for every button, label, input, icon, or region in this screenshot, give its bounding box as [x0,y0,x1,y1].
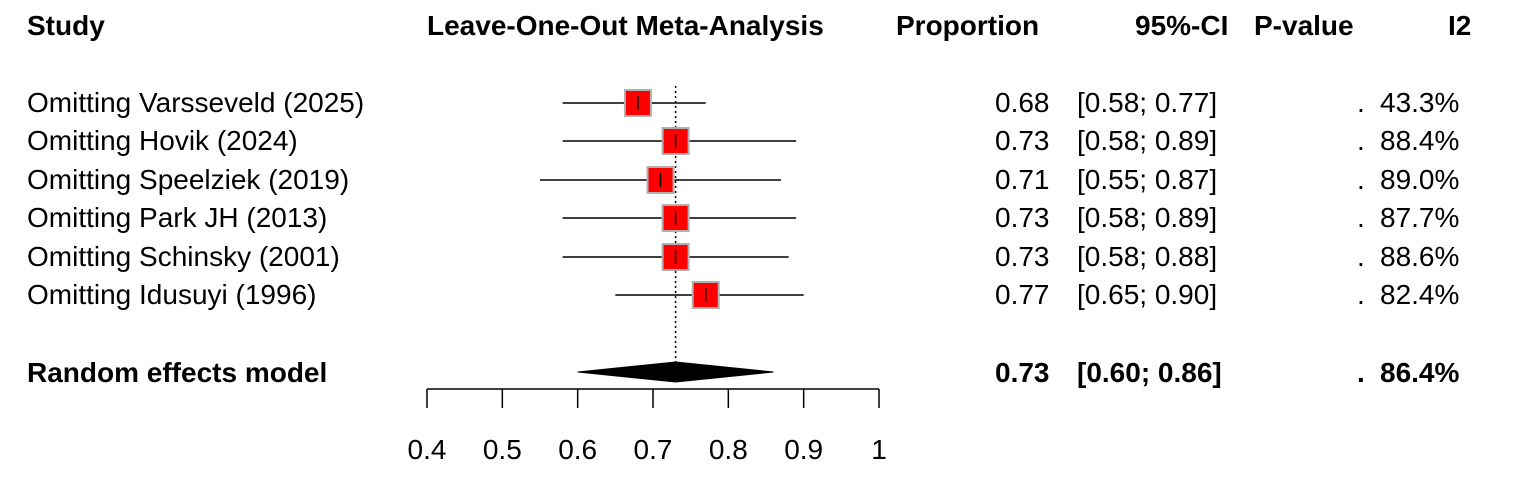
header-proportion: Proportion [896,10,1040,41]
i2-value: 88.6% [1380,241,1460,272]
study-row: Omitting Park JH (2013) 0.73 [0.58; 0.89… [0,199,1538,237]
proportion-value: 0.73 [995,202,1050,233]
pvalue-value: . [1357,202,1365,233]
study-label: Omitting Idusuyi (1996) [27,279,317,310]
proportion-value: 0.77 [995,279,1050,310]
study-row: Omitting Hovik (2024) 0.73 [0.58; 0.89] … [0,122,1538,160]
x-axis-tick-label: 0.8 [709,434,748,465]
summary-label: Random effects model [27,357,328,388]
summary-proportion: 0.73 [995,357,1050,388]
header-plot-title: Leave-One-Out Meta-Analysis [427,10,824,41]
pvalue-value: . [1357,125,1365,156]
x-axis-tick-label: 0.7 [634,434,673,465]
summary-diamond [577,361,774,383]
summary-pvalue: . [1357,357,1365,388]
study-label: Omitting Speelziek (2019) [27,164,350,195]
proportion-value: 0.73 [995,241,1050,272]
ci-value: [0.58; 0.88] [1077,241,1218,272]
i2-value: 89.0% [1380,164,1460,195]
proportion-value: 0.73 [995,125,1050,156]
x-axis-tick-label: 0.5 [483,434,522,465]
study-label: Omitting Hovik (2024) [27,125,298,156]
x-axis-tick-label: 0.9 [784,434,823,465]
i2-value: 82.4% [1380,279,1460,310]
study-label: Omitting Park JH (2013) [27,202,328,233]
ci-value: [0.58; 0.89] [1077,125,1218,156]
study-label: Omitting Varsseveld (2025) [27,87,365,118]
ci-value: [0.65; 0.90] [1077,279,1218,310]
summary-ci: [0.60; 0.86] [1077,357,1222,388]
i2-value: 88.4% [1380,125,1460,156]
study-row: Omitting Speelziek (2019) 0.71 [0.55; 0.… [0,161,1538,199]
study-row: Omitting Schinsky (2001) 0.73 [0.58; 0.8… [0,238,1538,276]
header-study: Study [27,10,105,41]
x-axis-tick-label: 0.4 [408,434,447,465]
header-pvalue: P-value [1254,10,1354,41]
study-row: Omitting Varsseveld (2025) 0.68 [0.58; 0… [0,84,1538,122]
x-axis-tick-label: 1 [871,434,887,465]
i2-value: 87.7% [1380,202,1460,233]
proportion-value: 0.68 [995,87,1050,118]
study-label: Omitting Schinsky (2001) [27,241,340,272]
proportion-value: 0.71 [995,164,1050,195]
ci-value: [0.58; 0.89] [1077,202,1218,233]
pvalue-value: . [1357,164,1365,195]
header-ci: 95%-CI [1135,10,1229,41]
pvalue-value: . [1357,87,1365,118]
study-row: Omitting Idusuyi (1996) 0.77 [0.65; 0.90… [0,276,1538,314]
ci-value: [0.58; 0.77] [1077,87,1218,118]
header-i2: I2 [1448,10,1472,41]
estimate-square [661,243,690,271]
i2-value: 43.3% [1380,87,1460,118]
x-axis-tick-label: 0.6 [558,434,597,465]
pvalue-value: . [1357,279,1365,310]
summary-row: Random effects model 0.73 [0.60; 0.86] .… [0,354,1538,392]
ci-value: [0.55; 0.87] [1077,164,1218,195]
pvalue-value: . [1357,241,1365,272]
summary-i2: 86.4% [1380,357,1460,388]
